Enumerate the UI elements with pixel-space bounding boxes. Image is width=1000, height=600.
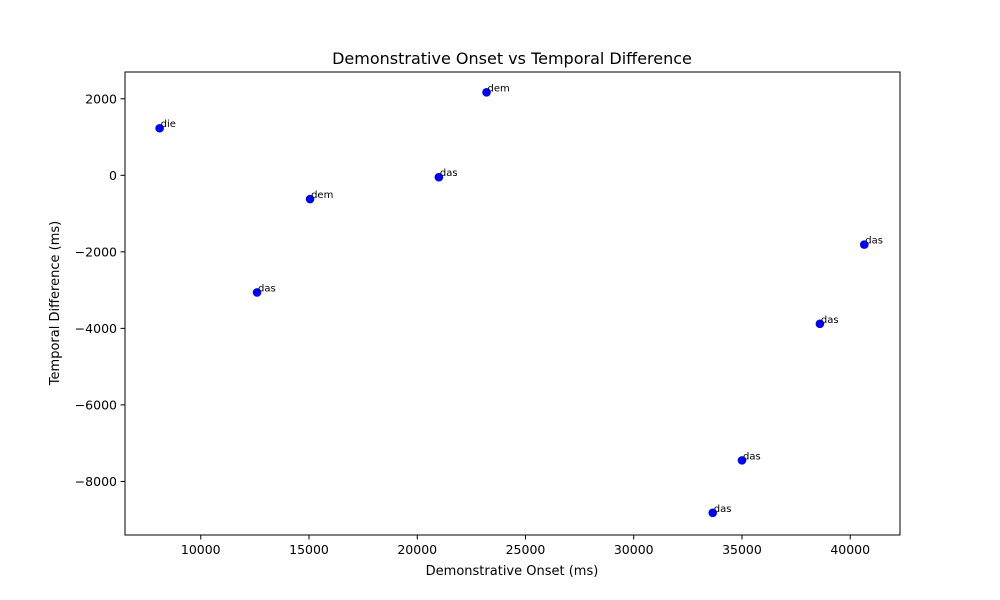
data-point-label: das bbox=[714, 504, 732, 515]
y-tick-label: −8000 bbox=[75, 474, 117, 489]
x-axis-label: Demonstrative Onset (ms) bbox=[426, 564, 599, 579]
x-tick-label: 30000 bbox=[614, 542, 654, 557]
data-point bbox=[305, 194, 315, 204]
data-point bbox=[482, 87, 491, 97]
data-points: die das dem das dem das das das das bbox=[155, 83, 883, 518]
x-tick-label: 20000 bbox=[397, 542, 437, 557]
y-tick-label: 0 bbox=[109, 168, 117, 183]
y-tick-label: −6000 bbox=[75, 397, 117, 412]
data-point-label: das bbox=[258, 283, 276, 294]
y-axis: −8000 −6000 −4000 −2000 0 2000 bbox=[75, 91, 125, 489]
x-tick-label: 15000 bbox=[289, 542, 329, 557]
x-tick-label: 40000 bbox=[830, 542, 870, 557]
data-point-label: das bbox=[865, 236, 883, 247]
data-point bbox=[859, 240, 869, 249]
data-point bbox=[737, 456, 747, 465]
x-tick-label: 10000 bbox=[181, 542, 221, 557]
data-point-label: das bbox=[821, 315, 839, 326]
data-point-label: das bbox=[440, 168, 458, 179]
y-axis-label: Temporal Difference (ms) bbox=[48, 221, 63, 386]
y-tick-label: −4000 bbox=[75, 321, 117, 336]
data-point-label: dem bbox=[311, 190, 333, 201]
data-point-label: die bbox=[161, 119, 176, 130]
data-point bbox=[155, 123, 164, 133]
data-point bbox=[815, 319, 825, 329]
x-axis: 10000 15000 20000 25000 30000 35000 40000 bbox=[181, 535, 870, 557]
y-tick-label: 2000 bbox=[85, 91, 117, 106]
data-point bbox=[708, 508, 718, 518]
data-point bbox=[434, 172, 444, 182]
plot-area bbox=[124, 71, 901, 536]
data-point-label: dem bbox=[488, 83, 510, 94]
x-tick-label: 35000 bbox=[722, 542, 762, 557]
data-point-label: das bbox=[743, 451, 761, 462]
x-tick-label: 25000 bbox=[506, 542, 546, 557]
chart-title: Demonstrative Onset vs Temporal Differen… bbox=[332, 49, 692, 68]
y-tick-label: −2000 bbox=[75, 244, 117, 259]
data-point bbox=[252, 288, 262, 297]
